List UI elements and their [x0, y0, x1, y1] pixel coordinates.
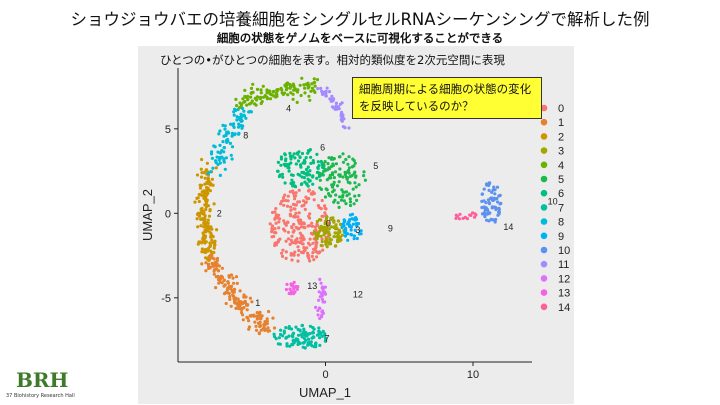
y-tick-label-0: 0: [165, 208, 171, 220]
cluster-9-points: [340, 212, 363, 242]
legend-key-2: [540, 133, 548, 140]
legend-label-8: 8: [558, 217, 564, 229]
cluster-label-3: 3: [355, 225, 360, 235]
cluster-label-13: 13: [307, 281, 317, 291]
cluster-3-points: [312, 215, 346, 249]
cluster-label-14: 14: [503, 222, 513, 232]
cluster-8-points: [206, 106, 253, 177]
cluster-7-points: [272, 323, 328, 350]
page-title: ショウジョウバエの培養細胞をシングルセルRNAシーケンシングで解析した例: [70, 10, 650, 29]
legend-key-5: [540, 175, 548, 183]
scatter-points: [193, 76, 503, 350]
legend-key-3: [540, 147, 548, 154]
cluster-label-0: 0: [326, 218, 331, 228]
y-tick-label-5: 5: [165, 124, 171, 136]
cluster-label-9: 9: [388, 224, 393, 234]
legend-label-7: 7: [558, 202, 564, 214]
legend-key-8: [540, 218, 548, 225]
logo-text: 37 Biohistory Research Hall: [6, 393, 75, 399]
x-axis-label: UMAP_1: [299, 385, 351, 400]
legend-label-5: 5: [558, 174, 564, 186]
legend-label-3: 3: [558, 146, 564, 158]
brh-logo: BRH 37 Biohistory Research Hall: [2, 368, 82, 404]
cluster-label-4: 4: [286, 104, 291, 114]
cluster-label-10: 10: [548, 197, 558, 207]
legend-key-13: [540, 289, 548, 296]
cluster-12-points: [314, 277, 328, 321]
figure-caption: ひとつの•がひとつの細胞を表す。相対的類似度を2次元空間に表現: [160, 53, 505, 67]
legend-label-13: 13: [558, 288, 570, 300]
legend-key-11: [540, 260, 548, 268]
legend-key-1: [540, 118, 548, 126]
legend-key-14: [540, 303, 548, 311]
cluster-11-points: [316, 86, 351, 130]
cluster-2-points: [193, 157, 219, 262]
legend-label-2: 2: [558, 131, 564, 143]
legend-key-7: [540, 204, 548, 211]
y-axis-label: UMAP_2: [140, 189, 155, 241]
y-tick-label--5: -5: [161, 293, 171, 305]
legend-label-10: 10: [558, 245, 570, 257]
legend-label-6: 6: [558, 188, 564, 200]
cluster-label-2: 2: [217, 208, 222, 218]
cluster-label-7: 7: [324, 333, 329, 343]
page-subtitle: 細胞の状態をゲノムをベースに可視化することができる: [216, 31, 504, 45]
legend-label-4: 4: [558, 160, 564, 172]
legend-key-12: [540, 275, 548, 282]
cluster-label-6: 6: [320, 142, 325, 152]
cluster-label-12: 12: [353, 289, 363, 299]
legend-label-14: 14: [558, 302, 570, 314]
cluster-6-points: [276, 148, 326, 189]
legend-label-12: 12: [558, 273, 570, 285]
x-tick-label-10: 10: [467, 369, 479, 381]
legend-key-9: [540, 232, 548, 240]
legend-key-6: [540, 189, 548, 197]
cluster-10-points: [480, 181, 503, 224]
legend-key-10: [540, 246, 548, 254]
annotation-box: 細胞周期による細胞の状態の変化を反映しているのか？: [352, 77, 542, 119]
legend-label-1: 1: [558, 117, 564, 129]
cluster-1-points: [200, 253, 277, 336]
legend-label-9: 9: [558, 231, 564, 243]
legend-key-0: [540, 104, 548, 112]
cluster-label-5: 5: [373, 161, 378, 171]
legend-key-4: [540, 161, 548, 169]
cluster-label-1: 1: [255, 298, 260, 308]
legend-label-11: 11: [558, 259, 569, 271]
cluster-label-8: 8: [243, 131, 248, 141]
cluster-14-points: [454, 211, 478, 221]
legend-label-0: 0: [558, 103, 564, 115]
cluster-13-points: [284, 280, 300, 296]
x-tick-label-0: 0: [322, 369, 328, 381]
logo-mark: BRH: [16, 368, 69, 392]
cluster-4-points: [234, 76, 320, 110]
cluster-5-points: [318, 152, 367, 209]
